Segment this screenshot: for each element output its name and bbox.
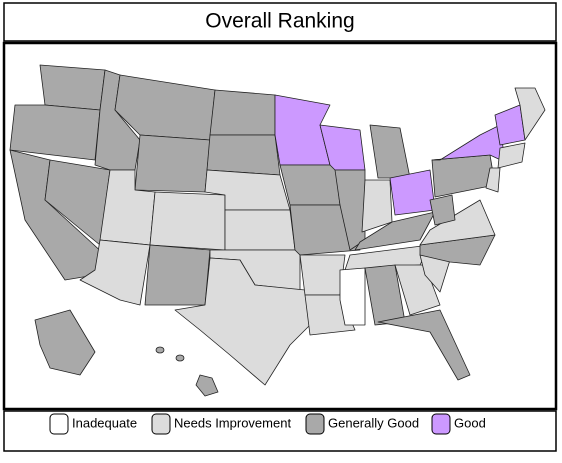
legend-box [3,410,557,452]
region [174,257,316,386]
region [514,87,546,141]
region [134,134,211,193]
region [377,309,471,381]
region [9,104,101,161]
region [339,267,366,326]
region [485,167,501,193]
legend-label: Generally Good [328,415,419,430]
region [209,89,276,136]
region [195,374,219,397]
legend-swatch [49,413,69,435]
legend-swatch [305,413,325,435]
legend-label: Needs Improvement [174,415,291,430]
region [429,194,456,226]
region [497,142,526,169]
map [9,64,546,397]
region [419,199,496,246]
legend: Inadequate Needs Improvement Generally Goo… [49,413,486,435]
legend-label: Good [454,415,486,430]
region [354,211,436,251]
region [334,169,366,251]
region [155,346,165,354]
region [279,164,341,206]
region [175,354,185,362]
legend-label: Inadequate [72,415,137,430]
legend-swatch [151,413,171,435]
legend-swatch [431,413,451,435]
region [144,244,211,306]
region [389,169,436,216]
region [34,309,96,376]
title-box [3,2,557,42]
title: Overall Ranking [205,10,354,33]
region [39,64,106,111]
region [224,209,296,251]
region [149,191,226,251]
region [299,254,346,296]
region [206,134,281,176]
